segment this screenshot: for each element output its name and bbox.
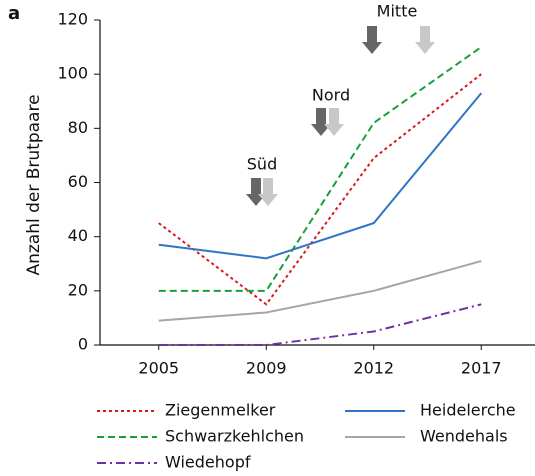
y-tick-label: 100 <box>57 64 88 83</box>
y-tick-label: 60 <box>68 172 88 191</box>
arrow <box>324 108 344 136</box>
series-line <box>158 92 483 260</box>
panel-label: a <box>8 3 20 24</box>
y-tick-label: 20 <box>68 280 88 299</box>
legend-label: Schwarzkehlchen <box>165 427 304 446</box>
annotation: Nord <box>312 86 350 105</box>
x-tick-label: 2005 <box>138 359 179 378</box>
legend-label: Wiedehopf <box>165 453 251 472</box>
series-line <box>158 46 482 292</box>
y-tick-label: 80 <box>68 118 88 137</box>
x-tick-label: 2017 <box>461 359 502 378</box>
y-tick-label: 0 <box>78 335 88 354</box>
legend-label: Wendehals <box>420 427 508 446</box>
x-tick-label: 2009 <box>246 359 287 378</box>
series-line <box>158 303 482 346</box>
arrow <box>415 26 435 54</box>
y-axis-label: Anzahl der Brutpaare <box>24 94 44 275</box>
arrow <box>246 178 266 206</box>
arrow <box>258 178 278 206</box>
annotation: Süd <box>247 155 277 174</box>
annotation: Mitte <box>377 2 418 21</box>
series-line <box>158 73 482 306</box>
x-tick-label: 2012 <box>353 359 394 378</box>
arrows <box>246 26 435 206</box>
legend-label: Heidelerche <box>420 401 516 420</box>
arrow <box>311 108 331 136</box>
legend-label: Ziegenmelker <box>165 401 276 420</box>
y-tick-label: 40 <box>68 226 88 245</box>
arrow <box>362 26 382 54</box>
series-line <box>158 260 482 322</box>
y-tick-label: 120 <box>57 10 88 29</box>
